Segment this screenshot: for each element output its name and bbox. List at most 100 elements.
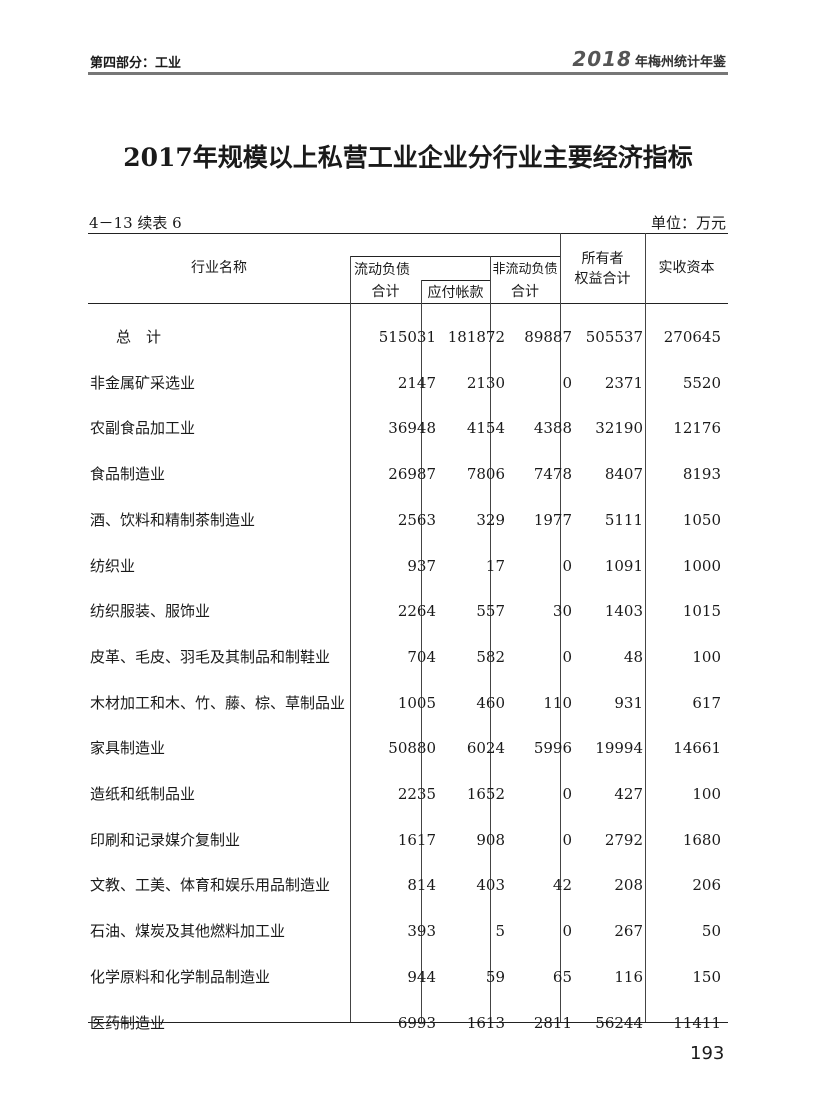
table-row: 总 计 515031 181872 89887 505537 270645 <box>88 315 728 359</box>
row-value: 505537 <box>585 328 643 346</box>
row-value: 19994 <box>595 739 643 758</box>
row-value: 36948 <box>388 419 436 438</box>
row-value: 814 <box>407 876 436 895</box>
row-value: 1403 <box>604 602 643 621</box>
row-industry-name: 木材加工和木、竹、藤、棕、草制品业 <box>90 693 346 712</box>
unit-label: 单位：万元 <box>650 214 726 232</box>
col-header-name: 行业名称 <box>191 260 247 276</box>
table-number: 4－13 续表 6 <box>89 214 182 232</box>
row-value: 150 <box>692 967 721 986</box>
row-value: 100 <box>692 647 721 666</box>
row-value: 937 <box>407 556 436 575</box>
table-row: 酒、饮料和精制茶制造业 2563 329 1977 5111 1050 <box>88 498 728 542</box>
yearbook-year: 2018 <box>572 47 632 71</box>
row-value: 8407 <box>604 465 643 484</box>
column-divider <box>645 233 646 1022</box>
row-industry-name: 纺织服装、服饰业 <box>90 602 211 621</box>
table-bottom-rule <box>88 1022 728 1023</box>
col-header-noncurrent-liab: 非流动负债 <box>492 262 558 277</box>
row-value: 42 <box>552 876 572 895</box>
row-value: 4388 <box>533 419 572 438</box>
row-value: 7478 <box>533 465 572 484</box>
row-value: 12176 <box>673 419 721 438</box>
row-value: 617 <box>692 693 721 712</box>
row-value: 89887 <box>524 328 572 346</box>
col-header-noncurrent-liab-total: 合计 <box>511 284 539 300</box>
table-row: 化学原料和化学制品制造业 944 59 65 116 150 <box>88 955 728 999</box>
row-value: 270645 <box>663 328 721 346</box>
row-value: 515031 <box>378 328 436 346</box>
row-value: 206 <box>692 876 721 895</box>
table-row: 食品制造业 26987 7806 7478 8407 8193 <box>88 452 728 496</box>
row-value: 1617 <box>397 830 436 849</box>
row-value: 14661 <box>673 739 721 758</box>
row-value: 26987 <box>388 465 436 484</box>
row-industry-name: 文教、工美、体育和娱乐用品制造业 <box>90 876 331 895</box>
row-industry-name: 总 计 <box>116 328 162 346</box>
row-value: 2563 <box>397 510 436 529</box>
row-value: 427 <box>614 785 643 803</box>
row-value: 0 <box>562 922 572 941</box>
row-value: 0 <box>562 556 572 575</box>
row-value: 6993 <box>397 1013 436 1032</box>
table-top-rule <box>88 233 728 234</box>
page-number: 193 <box>690 1043 725 1064</box>
row-value: 557 <box>476 602 505 621</box>
row-industry-name: 印刷和记录媒介复制业 <box>90 830 241 849</box>
table-row: 石油、煤炭及其他燃料加工业 393 5 0 267 50 <box>88 909 728 953</box>
row-value: 1613 <box>466 1013 505 1032</box>
table-row: 纺织服装、服饰业 2264 557 30 1403 1015 <box>88 589 728 633</box>
row-industry-name: 农副食品加工业 <box>90 419 196 438</box>
header-group-rule <box>350 256 560 257</box>
table-row: 农副食品加工业 36948 4154 4388 32190 12176 <box>88 406 728 450</box>
row-value: 48 <box>623 647 643 666</box>
col-header-equity-total: 权益合计 <box>574 271 631 287</box>
row-value: 1977 <box>533 510 572 529</box>
page-title: 2017年规模以上私营工业企业分行业主要经济指标 <box>123 143 693 172</box>
row-value: 116 <box>614 967 643 986</box>
row-value: 181872 <box>447 328 505 346</box>
row-industry-name: 酒、饮料和精制茶制造业 <box>90 510 256 529</box>
row-value: 1091 <box>604 556 643 575</box>
row-industry-name: 家具制造业 <box>90 739 166 758</box>
row-industry-name: 非金属矿采选业 <box>90 373 196 392</box>
row-value: 329 <box>476 510 505 529</box>
yearbook-name: 年梅州统计年鉴 <box>634 55 726 70</box>
table-row: 皮革、毛皮、羽毛及其制品和制鞋业 704 582 0 48 100 <box>88 635 728 679</box>
row-value: 100 <box>692 785 721 803</box>
row-value: 17 <box>485 556 505 575</box>
section-header: 第四部分：工业 <box>90 56 182 71</box>
row-value: 2792 <box>604 830 643 849</box>
col-header-current-liab-total: 合计 <box>371 284 400 300</box>
row-value: 0 <box>562 830 572 849</box>
table-row: 造纸和纸制品业 2235 1652 0 427 100 <box>88 772 728 816</box>
row-value: 460 <box>476 693 505 712</box>
row-value: 1050 <box>682 510 721 529</box>
column-divider <box>350 256 351 1022</box>
row-industry-name: 造纸和纸制品业 <box>90 785 196 803</box>
row-value: 11411 <box>673 1013 721 1032</box>
row-value: 2264 <box>397 602 436 621</box>
table-row: 非金属矿采选业 2147 2130 0 2371 5520 <box>88 361 728 405</box>
row-value: 5996 <box>533 739 572 758</box>
column-divider <box>490 256 491 1022</box>
header-rule <box>88 72 728 75</box>
row-value: 403 <box>476 876 505 895</box>
table-row: 木材加工和木、竹、藤、棕、草制品业 1005 460 110 931 617 <box>88 681 728 725</box>
column-divider <box>560 233 561 1022</box>
row-value: 30 <box>552 602 572 621</box>
col-header-current-liab-group: 流动负债 <box>354 262 410 278</box>
row-value: 0 <box>562 785 572 803</box>
col-header-paid-in-capital: 实收资本 <box>658 260 715 276</box>
row-value: 50 <box>701 922 721 941</box>
row-value: 59 <box>485 967 505 986</box>
row-value: 931 <box>614 693 643 712</box>
row-value: 267 <box>614 922 643 941</box>
row-value: 582 <box>476 647 505 666</box>
row-value: 704 <box>407 647 436 666</box>
row-value: 2371 <box>604 373 643 392</box>
row-value: 65 <box>552 967 572 986</box>
row-value: 1680 <box>682 830 721 849</box>
row-industry-name: 皮革、毛皮、羽毛及其制品和制鞋业 <box>90 647 331 666</box>
